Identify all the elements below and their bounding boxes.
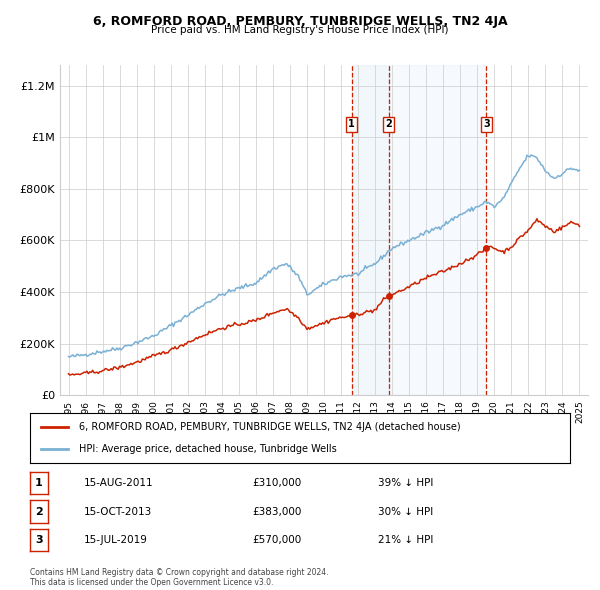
Text: £570,000: £570,000 <box>252 535 301 545</box>
Text: £383,000: £383,000 <box>252 507 301 516</box>
Text: 21% ↓ HPI: 21% ↓ HPI <box>378 535 433 545</box>
Text: 6, ROMFORD ROAD, PEMBURY, TUNBRIDGE WELLS, TN2 4JA (detached house): 6, ROMFORD ROAD, PEMBURY, TUNBRIDGE WELL… <box>79 422 460 432</box>
Text: 3: 3 <box>483 119 490 129</box>
Text: 15-JUL-2019: 15-JUL-2019 <box>84 535 148 545</box>
Text: 3: 3 <box>35 535 43 545</box>
Text: 1: 1 <box>348 119 355 129</box>
Text: 15-OCT-2013: 15-OCT-2013 <box>84 507 152 516</box>
Text: £310,000: £310,000 <box>252 478 301 488</box>
Text: Price paid vs. HM Land Registry's House Price Index (HPI): Price paid vs. HM Land Registry's House … <box>151 25 449 35</box>
Text: 6, ROMFORD ROAD, PEMBURY, TUNBRIDGE WELLS, TN2 4JA: 6, ROMFORD ROAD, PEMBURY, TUNBRIDGE WELL… <box>92 15 508 28</box>
Bar <box>389 65 487 395</box>
Text: 1: 1 <box>35 478 43 488</box>
Text: 2: 2 <box>35 507 43 516</box>
Text: Contains HM Land Registry data © Crown copyright and database right 2024.
This d: Contains HM Land Registry data © Crown c… <box>30 568 329 587</box>
Text: HPI: Average price, detached house, Tunbridge Wells: HPI: Average price, detached house, Tunb… <box>79 444 337 454</box>
Text: 2: 2 <box>385 119 392 129</box>
Text: 30% ↓ HPI: 30% ↓ HPI <box>378 507 433 516</box>
Bar <box>352 65 389 395</box>
Text: 15-AUG-2011: 15-AUG-2011 <box>84 478 154 488</box>
Text: 39% ↓ HPI: 39% ↓ HPI <box>378 478 433 488</box>
